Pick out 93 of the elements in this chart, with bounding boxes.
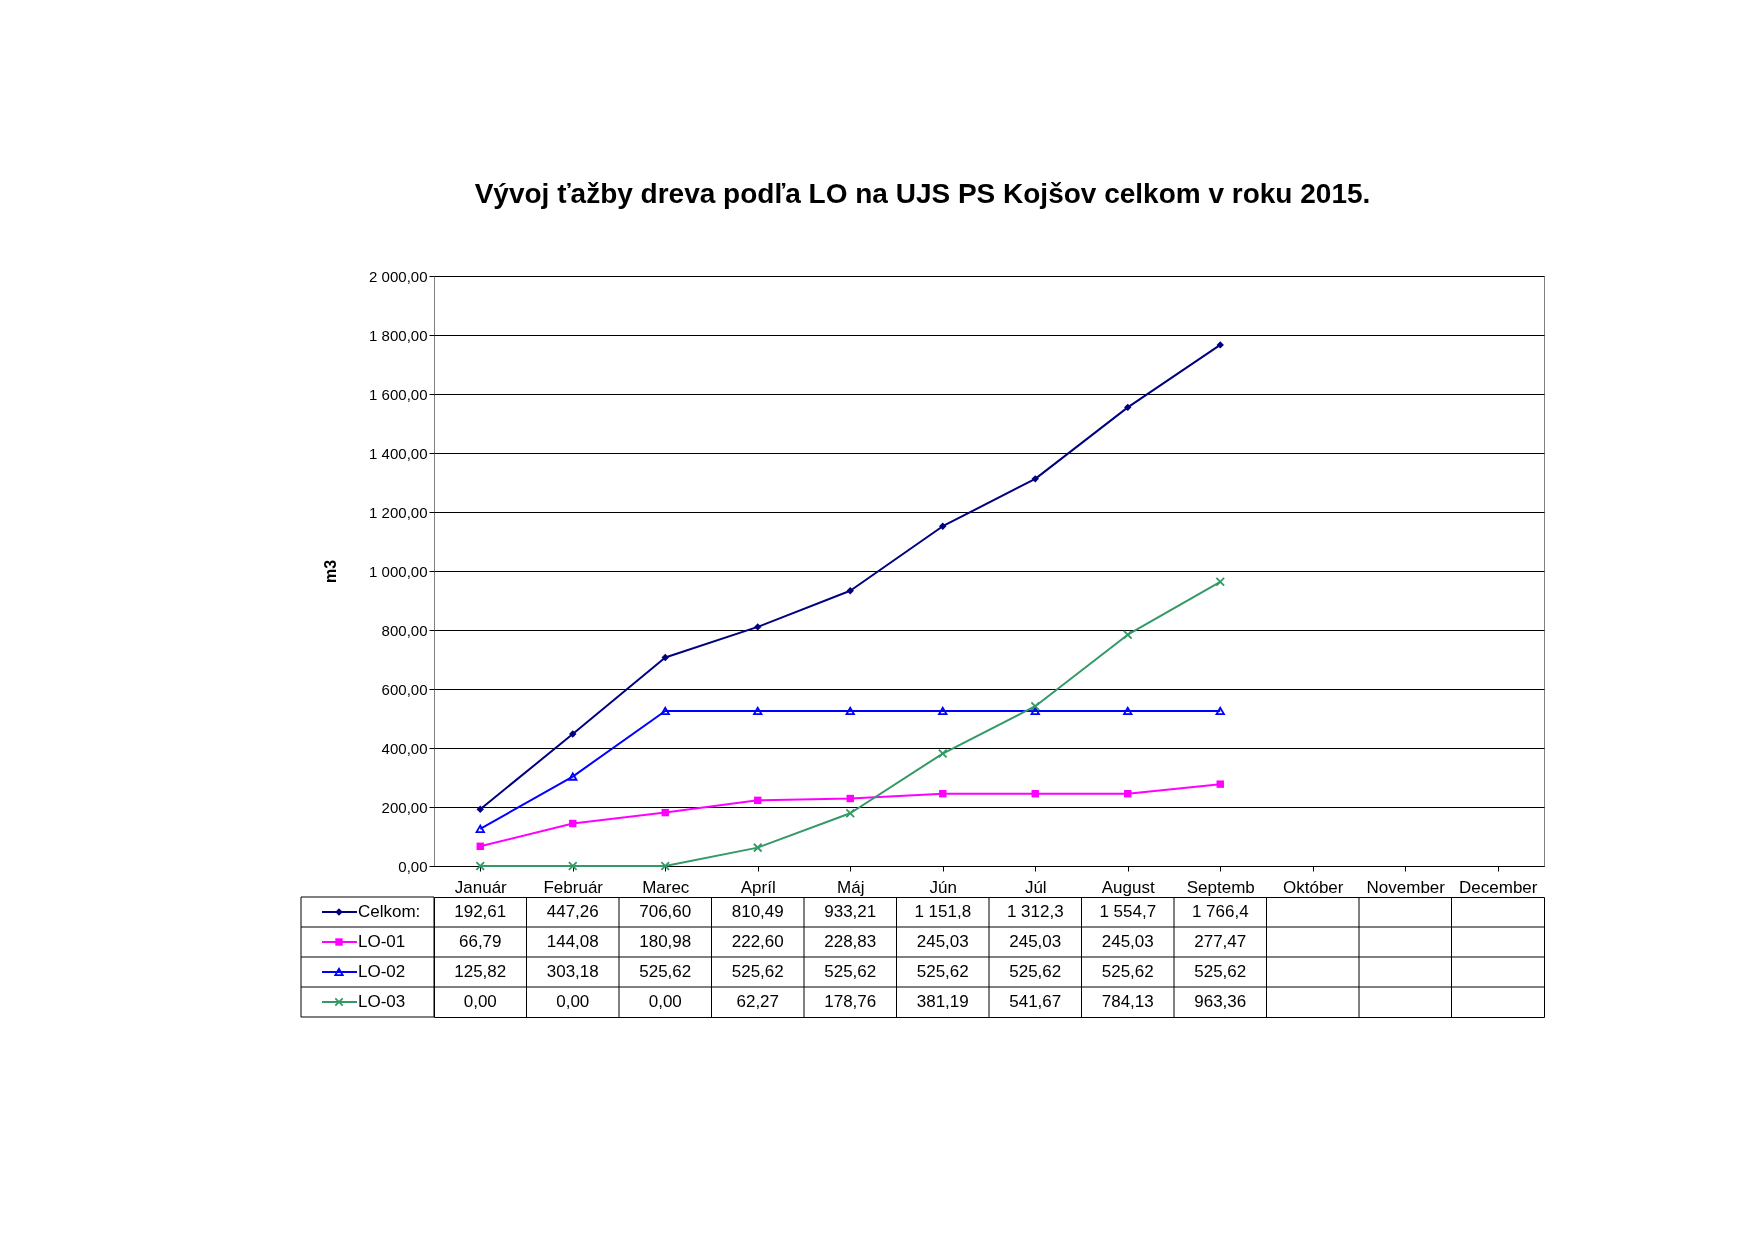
x-tick-label: Október — [1283, 877, 1344, 897]
chart-title: Vývoj ťažby dreva podľa LO na UJS PS Kojšov celkom v roku 2015. — [474, 177, 1371, 209]
legend-label: LO-02 — [358, 962, 406, 981]
point — [846, 587, 854, 595]
point — [567, 861, 578, 871]
data-label: 963,36 — [1194, 992, 1247, 1011]
data-label: 144,08 — [546, 932, 599, 951]
data-label: 228,83 — [824, 932, 877, 951]
data-label: 525,62 — [1009, 962, 1062, 981]
data-label: 447,26 — [546, 902, 599, 921]
point — [1123, 706, 1133, 716]
point — [1031, 475, 1039, 483]
x-tick-label: Január — [454, 877, 508, 897]
data-label: 125,82 — [454, 962, 507, 981]
point — [1124, 403, 1132, 412]
point — [661, 653, 669, 662]
data-label: 381,19 — [916, 992, 969, 1011]
point — [753, 706, 763, 716]
point — [938, 706, 948, 716]
x-tick-label: November — [1366, 877, 1446, 897]
y-tick-label: 1 400,00 — [369, 444, 428, 462]
data-label: 1 766,4 — [1191, 902, 1249, 921]
data-label: 222,60 — [731, 932, 784, 951]
y-tick-label: 2 000,00 — [369, 267, 428, 285]
data-label: 1 151,8 — [914, 902, 972, 921]
y-tick-label: 1 800,00 — [369, 326, 428, 344]
x-tick-label: Apríl — [740, 877, 776, 897]
point — [1122, 629, 1133, 640]
data-label: 245,03 — [1009, 932, 1062, 951]
x-tick-label: Február — [543, 877, 604, 897]
x-tick-label: August — [1101, 877, 1155, 897]
point — [476, 805, 484, 813]
y-tick-label: 800,00 — [381, 621, 428, 639]
point — [1215, 577, 1226, 587]
x-tick-label: Máj — [837, 877, 865, 897]
point — [937, 748, 948, 759]
point — [660, 861, 671, 871]
point — [752, 842, 763, 853]
data-label: 784,13 — [1101, 992, 1154, 1011]
point — [939, 522, 947, 530]
point — [845, 706, 855, 716]
point — [1216, 780, 1224, 788]
legend-label: LO-03 — [358, 992, 406, 1011]
y-tick-label: 0,00 — [398, 857, 428, 875]
x-tick-label: Marec — [642, 877, 690, 897]
y-tick-label: 1 600,00 — [369, 385, 428, 403]
point — [1215, 706, 1225, 716]
y-tick-label: 200,00 — [381, 798, 428, 816]
x-tick-label: Júl — [1024, 877, 1047, 897]
point — [845, 808, 856, 819]
y-tick-label: 1 200,00 — [369, 503, 428, 521]
data-label: 0,00 — [556, 992, 590, 1011]
point — [568, 772, 578, 781]
data-label: 192,61 — [454, 902, 507, 921]
data-label: 66,79 — [458, 932, 502, 951]
data-label: 303,18 — [546, 962, 599, 981]
legend-label: LO-01 — [358, 932, 406, 951]
x-tick-label: December — [1459, 877, 1538, 897]
data-label: 706,60 — [639, 902, 692, 921]
point — [754, 623, 762, 631]
data-label: 541,67 — [1009, 992, 1062, 1011]
data-label: 180,98 — [639, 932, 692, 951]
point — [475, 861, 486, 871]
y-tick-label: 600,00 — [381, 680, 428, 698]
data-label: 245,03 — [1101, 932, 1154, 951]
data-label: 178,76 — [824, 992, 877, 1011]
point — [569, 730, 577, 738]
data-label: 933,21 — [824, 902, 877, 921]
data-label: 0,00 — [463, 992, 497, 1011]
data-label: 525,62 — [1101, 962, 1154, 981]
point — [660, 706, 670, 716]
data-label: 245,03 — [916, 932, 969, 951]
data-label: 810,49 — [731, 902, 784, 921]
point — [1216, 341, 1224, 349]
point — [475, 824, 485, 833]
x-tick-label: Jún — [929, 877, 957, 897]
y-axis-title: m3 — [322, 559, 340, 584]
data-label: 0,00 — [648, 992, 682, 1011]
point — [1030, 706, 1040, 716]
data-label: 525,62 — [731, 962, 784, 981]
data-label: 1 554,7 — [1099, 902, 1157, 921]
data-label: 277,47 — [1194, 932, 1247, 951]
data-label: 525,62 — [1194, 962, 1247, 981]
data-label: 525,62 — [824, 962, 877, 981]
x-tick-label: Septemb — [1186, 877, 1255, 897]
y-tick-label: 400,00 — [381, 739, 428, 757]
data-label: 525,62 — [639, 962, 692, 981]
legend-label: Celkom: — [358, 902, 421, 921]
data-label: 62,27 — [736, 992, 780, 1011]
y-tick-label: 1 000,00 — [369, 562, 428, 580]
point — [1030, 701, 1041, 711]
data-label: 1 312,3 — [1006, 902, 1064, 921]
data-label: 525,62 — [916, 962, 969, 981]
